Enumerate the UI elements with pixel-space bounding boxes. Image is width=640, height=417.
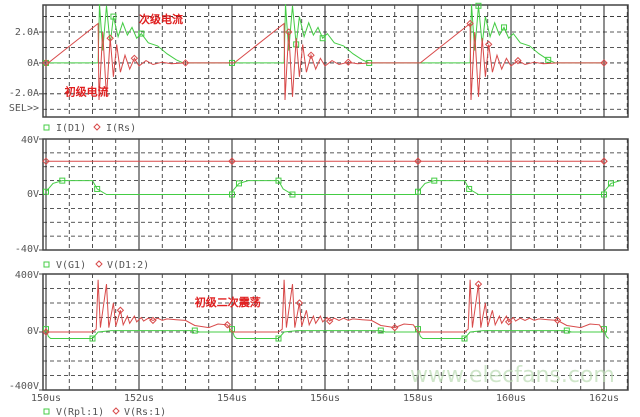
diamond-marker bbox=[600, 157, 608, 165]
diamond-marker-icon bbox=[93, 123, 101, 131]
diamond-marker bbox=[228, 157, 236, 165]
square-marker bbox=[110, 13, 117, 20]
diamond-marker bbox=[130, 54, 139, 63]
y-tick-label: 0V bbox=[27, 326, 39, 337]
square-marker bbox=[545, 56, 552, 63]
square-marker bbox=[89, 335, 96, 342]
diamond-marker bbox=[42, 59, 50, 67]
square-marker bbox=[563, 327, 570, 334]
diamond-marker bbox=[106, 34, 114, 42]
square-marker bbox=[377, 327, 384, 334]
diamond-marker bbox=[514, 56, 522, 65]
legend-panel-3: V(Rpl:1) V(Rs:1) bbox=[43, 407, 166, 417]
diamond-marker bbox=[553, 316, 562, 325]
square-marker bbox=[43, 188, 49, 195]
square-marker bbox=[475, 2, 482, 9]
y-tick-label: 400V bbox=[15, 270, 39, 281]
legend-panel-1: I(D1) I(Rs) bbox=[43, 123, 136, 134]
x-tick-label: 154us bbox=[217, 393, 247, 404]
y-tick-label: 0V bbox=[27, 189, 39, 200]
diamond-marker bbox=[223, 321, 232, 329]
square-marker bbox=[601, 191, 607, 198]
sel-label[interactable]: SEL>> bbox=[9, 103, 39, 114]
annotation-primary-ringing: 初级二次震荡 bbox=[195, 295, 261, 309]
y-tick-label: -2.0A bbox=[9, 88, 39, 99]
plot-panel-1 bbox=[39, 2, 629, 118]
plot-panel-2 bbox=[39, 138, 629, 251]
square-marker-icon bbox=[43, 124, 50, 131]
legend-entry[interactable]: I(D1) bbox=[56, 123, 86, 134]
y-tick-label: 40V bbox=[21, 135, 39, 146]
square-marker-icon bbox=[43, 261, 50, 268]
square-marker bbox=[94, 185, 101, 192]
square-marker bbox=[501, 24, 508, 31]
annotation-secondary-current: 次级电流 bbox=[139, 12, 183, 26]
diamond-marker bbox=[484, 40, 493, 49]
diamond-marker bbox=[181, 59, 190, 67]
x-tick-label: 162us bbox=[589, 393, 619, 404]
diamond-marker bbox=[149, 316, 157, 325]
trace-V(Rs:1) bbox=[46, 279, 605, 333]
square-marker bbox=[138, 30, 145, 37]
diamond-marker bbox=[504, 318, 513, 326]
diamond-marker bbox=[600, 59, 608, 67]
legend-entry[interactable]: V(G1) bbox=[56, 260, 86, 271]
square-marker bbox=[289, 191, 296, 198]
square-marker bbox=[59, 177, 66, 184]
diamond-marker bbox=[116, 306, 125, 314]
square-marker bbox=[275, 177, 282, 184]
square-marker bbox=[191, 327, 198, 334]
x-tick-label: 158us bbox=[403, 393, 433, 404]
x-tick-label: 152us bbox=[124, 393, 154, 404]
x-tick-label: 156us bbox=[310, 393, 340, 404]
diamond-marker bbox=[42, 328, 50, 336]
square-marker bbox=[466, 185, 473, 192]
diamond-marker bbox=[295, 299, 304, 307]
diamond-marker bbox=[391, 323, 399, 332]
x-tick-label: 160us bbox=[496, 393, 526, 404]
trace-V(Rpl:1) bbox=[45, 328, 609, 339]
x-tick-label: 150us bbox=[31, 393, 61, 404]
x-axis: 150us 152us 154us 156us 158us 160us 162u… bbox=[31, 393, 619, 404]
square-marker bbox=[461, 335, 468, 342]
legend-entry[interactable]: V(Rs:1) bbox=[124, 407, 166, 417]
legend-entry[interactable]: V(Rpl:1) bbox=[56, 407, 104, 417]
square-marker bbox=[607, 180, 614, 187]
y-tick-label: 0A bbox=[27, 58, 39, 69]
diamond-marker bbox=[466, 19, 474, 28]
diamond-marker bbox=[285, 28, 293, 36]
trace-I(Rs) bbox=[46, 22, 607, 101]
diamond-marker-icon bbox=[112, 407, 120, 415]
square-marker bbox=[229, 191, 235, 198]
annotation-primary-current: 初级电流 bbox=[65, 84, 109, 98]
plot-panel-3 bbox=[39, 273, 629, 391]
diamond-marker bbox=[344, 58, 352, 66]
diamond-marker bbox=[414, 157, 422, 165]
square-marker bbox=[415, 188, 421, 195]
square-marker bbox=[235, 180, 242, 187]
diamond-marker bbox=[42, 157, 50, 165]
y-tick-label: 2.0A bbox=[15, 27, 39, 38]
diamond-marker bbox=[325, 317, 334, 325]
diamond-marker bbox=[307, 51, 315, 59]
square-marker-icon bbox=[43, 408, 50, 415]
trace-V(G1) bbox=[45, 180, 621, 195]
diamond-marker-icon bbox=[95, 260, 103, 268]
legend-entry[interactable]: V(D1:2) bbox=[107, 260, 149, 271]
y-tick-label: -400V bbox=[9, 381, 39, 392]
legend-entry[interactable]: I(Rs) bbox=[106, 123, 136, 134]
watermark: www.elecfans.com bbox=[410, 363, 615, 388]
diamond-marker bbox=[474, 280, 483, 288]
square-marker bbox=[319, 35, 326, 42]
y-tick-label: -40V bbox=[15, 244, 39, 255]
plot-frame bbox=[42, 4, 629, 118]
square-marker bbox=[431, 177, 438, 184]
trace-I(D1) bbox=[46, 4, 604, 64]
legend-panel-2: V(G1) V(D1:2) bbox=[43, 260, 149, 271]
square-marker bbox=[275, 335, 282, 342]
